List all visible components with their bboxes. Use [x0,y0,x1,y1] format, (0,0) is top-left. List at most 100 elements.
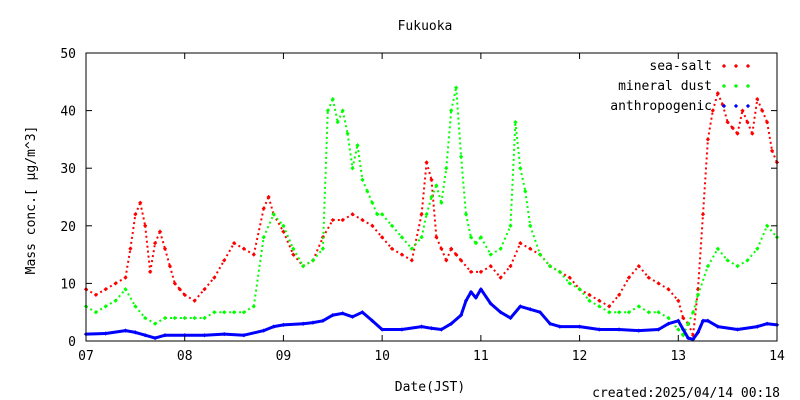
point-trail [737,259,748,267]
point-trail [85,332,106,336]
point-trail [638,305,650,314]
point-trail [480,265,492,273]
point-trail [608,294,620,308]
y-axis-label: Mass conc.[ μg/m^3] [24,126,39,275]
point-trail [549,265,561,273]
point-trail [381,236,393,250]
point-trail [351,310,364,319]
point-trail [727,259,738,267]
point-trail [95,288,107,296]
point-trail [243,305,255,314]
point-trail [445,110,453,169]
point-trail [529,307,541,314]
point-trail [741,110,749,123]
created-timestamp: created:2025/04/14 00:18 [592,386,780,400]
point-trail [509,305,522,319]
point-trail [499,265,512,279]
legend-marker [721,63,727,69]
point-trail [460,156,467,215]
legend-marker [733,63,739,69]
point-trail [716,92,724,106]
point-trail [105,299,117,308]
point-trail [371,225,383,238]
point-trail [224,332,244,337]
point-trail [756,225,769,250]
point-trail [351,144,359,169]
point-trail [342,213,354,221]
point-trail [677,300,685,319]
point-trail [657,322,670,331]
y-tick-label: 0 [68,335,76,350]
point-trail [282,231,295,255]
point-trail [638,328,659,333]
x-tick-label: 11 [473,349,489,364]
x-tick-label: 08 [177,349,193,364]
legend-marker [733,83,739,89]
legend-label: sea-salt [649,59,712,74]
y-axis: 0 10 20 30 40 50 [60,47,777,350]
point-trail [766,225,778,238]
y-tick-label: 20 [60,220,76,235]
point-trail [321,110,329,249]
series-mineral-dust [83,85,780,338]
point-trail [371,202,379,215]
point-trail [154,333,166,340]
point-trail [262,213,275,238]
point-trail [529,247,541,256]
y-tick-label: 50 [60,47,76,62]
point-trail [252,237,265,307]
legend: sea-salt mineral dust anthropogenic [610,59,751,114]
point-trail [717,248,729,262]
point-trail [440,322,452,331]
point-trail [262,196,270,209]
legend-label: mineral dust [618,79,712,94]
y-tick-label: 10 [60,277,76,292]
point-trail [736,110,744,134]
point-trail [524,191,532,226]
point-trail [272,213,285,233]
point-trail [283,322,304,327]
point-trail [435,236,443,250]
point-trail [707,319,719,328]
point-trail [144,317,156,325]
point-trail [509,122,517,226]
point-trail [371,319,384,331]
point-trail [105,329,126,335]
point-trail [292,253,304,267]
point-trail [302,259,314,267]
point-trail [139,202,147,227]
point-trail [588,299,600,308]
point-trail [213,259,226,279]
point-trail [430,179,438,238]
point-trail [336,110,344,123]
point-trail [282,225,295,250]
point-trail [203,311,215,319]
point-trail [514,121,522,169]
point-trail [746,121,754,134]
x-tick-label: 13 [670,349,686,364]
point-trail [464,291,473,302]
chart-title: Fukuoka [398,19,453,34]
point-trail [450,87,458,111]
point-trail [114,288,127,302]
point-trail [499,225,512,250]
point-trail [203,276,216,290]
point-trail [529,225,542,255]
point-trail [420,214,428,238]
point-trail [391,247,403,256]
point-trail [707,248,719,267]
point-trail [706,110,714,140]
point-trail [465,214,472,238]
point-trail [124,248,132,278]
point-trail [361,311,374,322]
point-trail [702,139,709,215]
x-tick-label: 10 [374,349,390,364]
point-trail [149,242,157,273]
point-trail [746,248,759,262]
point-trail [711,93,719,111]
point-trail [361,179,369,192]
point-trail [134,202,142,215]
y-tick-label: 30 [60,162,76,177]
point-trail [459,300,468,316]
point-trail [381,213,393,227]
